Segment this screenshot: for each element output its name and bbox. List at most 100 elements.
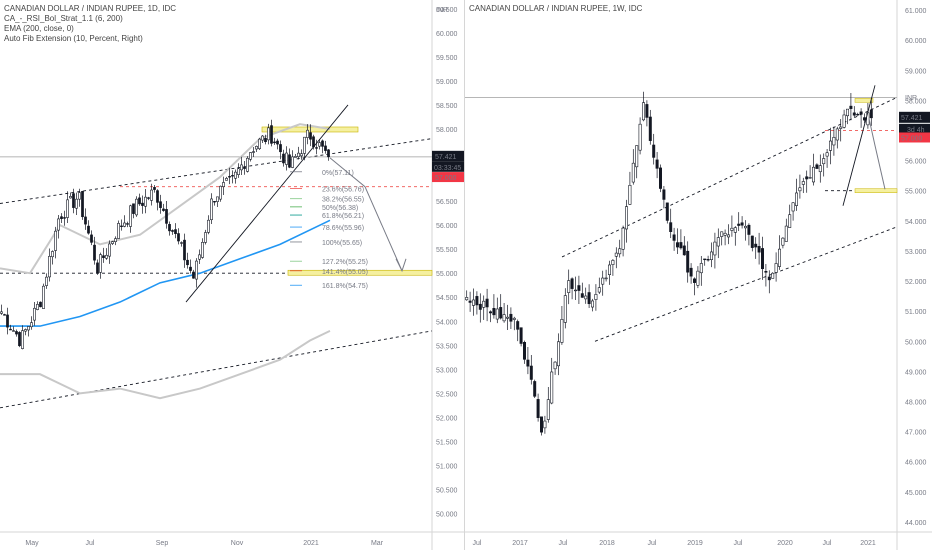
weekly-candle-body [679, 242, 683, 249]
weekly-candle-body [737, 223, 741, 226]
weekly-candle-body [805, 176, 809, 180]
daily-candle-body [222, 182, 225, 187]
daily-x-tick-0: May [25, 540, 39, 547]
daily-countdown: 03:33:45 [434, 165, 461, 172]
daily-candle-body [135, 198, 138, 216]
weekly-y-tick-17: 44.000 [905, 520, 927, 527]
weekly-candle-body [587, 292, 591, 305]
weekly-y-tick-7: 54.000 [905, 219, 927, 226]
weekly-chart-panel[interactable]: 61.000 60.000 59.000 58.000 57.000 56.000 55.0… [465, 0, 932, 550]
daily-candle-body [105, 254, 108, 259]
weekly-candle-body [614, 252, 618, 257]
daily-candle-body [177, 233, 180, 242]
daily-projection-arrowhead [395, 258, 407, 273]
daily-x-tick-5: Mar [371, 540, 384, 547]
weekly-candle-body [846, 108, 849, 117]
weekly-candle-body [815, 164, 819, 169]
daily-candle-body [153, 187, 156, 190]
daily-candle-body [258, 138, 261, 150]
weekly-chart-canvas[interactable]: 61.000 60.000 59.000 58.000 57.000 56.000 55.0… [465, 0, 932, 550]
daily-candle-body [3, 314, 6, 316]
daily-candle-body [78, 192, 81, 200]
daily-chart-canvas[interactable]: 60.50060.00059.50059.00058.50058.00057.5… [0, 0, 465, 550]
weekly-candle-body [580, 293, 584, 298]
weekly-candle-body [485, 298, 489, 308]
daily-fib-label-2: 38.2%(56.55) [322, 197, 364, 204]
daily-candle-body [204, 232, 207, 243]
daily-candle-body [66, 199, 69, 218]
daily-candle-body [315, 147, 318, 149]
daily-bollinger-upper [0, 123, 331, 275]
daily-candle-body [282, 153, 285, 164]
daily-candle-body [327, 149, 330, 158]
weekly-y-tick-15: 46.000 [905, 460, 927, 467]
daily-candle-body [198, 254, 201, 260]
weekly-candle-body [778, 248, 781, 267]
fib-extension-label[interactable]: Auto Fib Extension (10, Percent, Right) [4, 34, 143, 43]
daily-candle-body [159, 201, 162, 208]
daily-candle-body [240, 164, 243, 171]
daily-chart-legend: CANADIAN DOLLAR / INDIAN RUPEE, 1D, IDC … [4, 4, 176, 44]
weekly-candle-body [472, 299, 475, 306]
weekly-candle-body [597, 287, 601, 293]
weekly-candle-body [761, 248, 764, 270]
weekly-candle-body [696, 270, 700, 286]
daily-x-tick-3: Nov [231, 540, 244, 547]
daily-price-tag-bg [432, 150, 465, 162]
weekly-target-zone [854, 188, 898, 193]
daily-candle-body [84, 216, 87, 225]
daily-countdown-bg [432, 161, 465, 172]
weekly-candle-body [604, 277, 608, 280]
weekly-candle-body [495, 308, 499, 320]
weekly-y-tick-6: 55.000 [905, 189, 927, 196]
weekly-y-tick-5: 56.000 [905, 159, 927, 166]
weekly-candle-body [689, 267, 693, 277]
weekly-lower-channel-line [594, 226, 898, 342]
daily-candle-body [270, 125, 273, 144]
daily-chart-panel[interactable]: 60.50060.00059.50059.00058.50058.00057.5… [0, 0, 465, 550]
daily-candle-body [267, 127, 270, 141]
daily-candle-body [75, 198, 78, 209]
daily-y-tick-21: 50.000 [436, 512, 458, 519]
weekly-candle-body [662, 189, 666, 200]
weekly-candle-body [727, 234, 730, 238]
weekly-candle-body [546, 399, 550, 420]
daily-x-tick-4: 2021 [303, 540, 319, 547]
daily-candle-body [138, 197, 141, 205]
daily-candle-body [321, 140, 324, 147]
weekly-countdown: 3d 4h [907, 127, 925, 134]
weekly-y-tick-16: 45.000 [905, 490, 927, 497]
daily-candle-body [207, 219, 210, 233]
weekly-candle-body [781, 237, 785, 246]
daily-candle-body [318, 142, 321, 147]
weekly-candle-body [672, 234, 676, 241]
daily-candle-body [60, 216, 63, 219]
weekly-candle-body [465, 297, 469, 301]
weekly-candle-body [849, 105, 853, 109]
panel-divider[interactable] [464, 0, 465, 550]
weekly-candle-body [611, 260, 615, 265]
weekly-candle-body [788, 214, 792, 228]
daily-candle-body [303, 136, 306, 154]
daily-candle-body [180, 242, 183, 244]
daily-candle-body [264, 138, 267, 142]
daily-candle-body [144, 196, 147, 207]
weekly-level-tag-bg [899, 132, 930, 143]
weekly-candle-body [509, 313, 513, 322]
daily-y-tick-8: 56.500 [436, 199, 458, 206]
weekly-candle-body [747, 224, 751, 235]
rsi-bol-indicator-label[interactable]: CA_-_RSI_Bol_Strat_1.1 (6, 200) [4, 14, 123, 23]
weekly-candle-body [863, 117, 866, 121]
daily-candle-body [276, 140, 279, 145]
weekly-y-tick-2: 59.000 [905, 68, 927, 75]
weekly-candle-body [829, 140, 832, 151]
daily-candle-body [291, 156, 294, 168]
daily-candle-body [231, 175, 234, 177]
daily-candle-body [129, 205, 132, 227]
weekly-candle-body [594, 294, 598, 300]
daily-y-tick-16: 52.500 [436, 391, 458, 398]
daily-candle-body [72, 193, 75, 208]
weekly-candle-body [526, 359, 530, 367]
daily-candle-body [309, 132, 312, 140]
ema-indicator-label[interactable]: EMA (200, close, 0) [4, 24, 74, 33]
